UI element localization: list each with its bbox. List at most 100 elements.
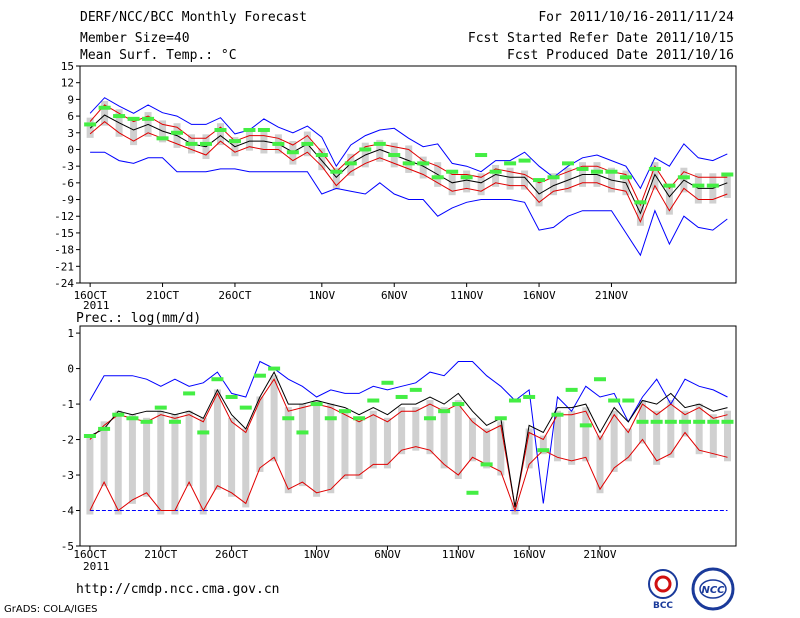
spread-box — [383, 417, 391, 469]
year-label: 2011 — [83, 560, 110, 573]
spread-box — [525, 428, 533, 469]
median-mark — [590, 169, 603, 174]
spread-box — [130, 117, 138, 146]
x-tick-label: 16OCT — [74, 289, 107, 302]
median-mark — [395, 394, 408, 399]
median-mark — [214, 127, 227, 132]
y-tick-label: -3 — [61, 469, 74, 482]
spread-box — [665, 184, 673, 215]
median-mark — [664, 419, 677, 424]
max-line — [89, 97, 728, 190]
ncc-logo: NCC — [691, 567, 735, 611]
website-url[interactable]: http://cmdp.ncc.cma.gov.cn — [76, 582, 280, 597]
x-tick-label: 11NOV — [450, 289, 483, 302]
median-mark — [253, 373, 266, 378]
year-label: 2011 — [83, 299, 110, 312]
median-mark — [257, 127, 270, 132]
spread-box — [228, 417, 236, 497]
spread-box — [369, 410, 377, 469]
spread-box — [101, 100, 109, 126]
upper-line — [89, 104, 728, 207]
plot-frame — [79, 325, 737, 547]
spread-box — [242, 428, 250, 508]
y-tick-label: -24 — [54, 277, 74, 290]
x-tick-label: 6NOV — [381, 289, 408, 302]
spread-box — [128, 414, 136, 504]
bcc-logo: BCC — [648, 569, 678, 610]
median-mark — [140, 419, 153, 424]
spread-box — [553, 410, 561, 462]
median-mark — [466, 490, 479, 495]
median-mark — [678, 419, 691, 424]
x-tick-label: 1NOV — [303, 548, 330, 561]
spread-box — [298, 403, 306, 487]
spread-box — [550, 173, 558, 196]
spread-box — [284, 407, 292, 494]
spread-box — [667, 400, 675, 458]
median-mark — [388, 153, 401, 158]
median-mark — [518, 158, 531, 163]
x-tick-label: 11NOV — [442, 548, 475, 561]
plot-frame — [79, 65, 737, 284]
median-mark — [98, 105, 111, 110]
median-mark — [622, 398, 635, 403]
median-mark — [301, 141, 314, 146]
y-tick-label: -15 — [54, 227, 74, 240]
spread-box — [468, 417, 476, 462]
spread-box — [521, 170, 529, 190]
y-tick-label: -12 — [54, 210, 74, 223]
spread-box — [313, 400, 321, 497]
median-mark — [417, 161, 430, 166]
median-mark — [721, 419, 734, 424]
median-mark — [693, 419, 706, 424]
lower-line — [89, 120, 728, 224]
median-mark — [98, 426, 111, 431]
median-mark — [706, 183, 719, 188]
spread-box — [582, 407, 590, 462]
spread-box — [535, 178, 543, 207]
median-mark — [423, 416, 436, 421]
median-mark — [619, 175, 632, 180]
spread-box — [216, 123, 224, 146]
x-tick-label: 21OCT — [144, 548, 177, 561]
median-mark — [324, 416, 337, 421]
y-tick-label: -4 — [61, 505, 75, 518]
spread-box — [412, 407, 420, 451]
median-mark — [211, 377, 224, 382]
x-tick-label: 16NOV — [513, 548, 546, 561]
y-tick-label: 9 — [67, 93, 74, 106]
median-mark — [185, 141, 198, 146]
ncc-logo-globe — [699, 579, 727, 599]
ncc-logo-ring — [691, 567, 735, 611]
median-mark — [353, 416, 366, 421]
x-tick-label: 26OCT — [215, 548, 248, 561]
median-mark — [692, 183, 705, 188]
median-mark — [168, 419, 181, 424]
median-mark — [452, 402, 465, 407]
median-mark — [171, 130, 184, 135]
x-tick-label: 16NOV — [522, 289, 555, 302]
spread-box — [327, 403, 335, 494]
median-mark — [127, 116, 140, 121]
member-size: Member Size=40 — [80, 31, 190, 46]
median-mark — [367, 398, 380, 403]
median-mark — [508, 398, 521, 403]
produced-date: Fcst Produced Date 2011/10/16 — [507, 48, 734, 63]
median-mark — [431, 175, 444, 180]
median-mark — [648, 166, 661, 171]
x-tick-label: 26OCT — [218, 289, 251, 302]
median-mark — [183, 391, 196, 396]
spread-box — [596, 435, 604, 494]
grads-credit: GrADS: COLA/IGES — [4, 604, 98, 615]
median-mark — [83, 434, 96, 438]
y-tick-label: 3 — [67, 127, 74, 140]
spread-box — [213, 389, 221, 490]
median-mark — [579, 423, 592, 428]
median-mark — [721, 172, 734, 177]
spread-box — [426, 400, 434, 455]
median-mark — [112, 412, 125, 417]
median-mark — [315, 153, 328, 158]
spread-box — [709, 414, 717, 458]
x-tick-label: 16OCT — [73, 548, 106, 561]
bcc-logo-swirl — [654, 575, 672, 593]
